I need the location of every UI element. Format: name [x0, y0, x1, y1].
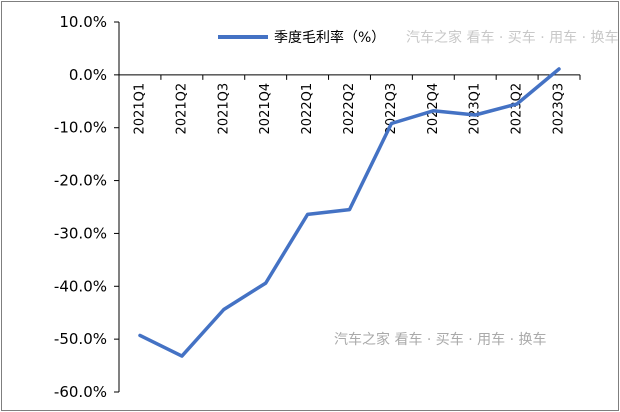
x-tick-label: 2022Q2 — [342, 83, 357, 135]
y-tick-label: -10.0% — [54, 119, 107, 137]
x-tick-label: 2021Q3 — [216, 83, 231, 135]
series-line — [138, 67, 561, 358]
x-tick-label: 2023Q2 — [510, 83, 525, 135]
y-tick-label: -40.0% — [54, 277, 107, 295]
x-tick-label: 2023Q1 — [468, 83, 483, 135]
y-tick-label: -30.0% — [54, 224, 107, 242]
y-tick-label: 0.0% — [69, 66, 107, 84]
legend-label: 季度毛利率（%） — [274, 29, 385, 46]
y-tick-label: 10.0% — [59, 13, 107, 31]
x-tick-label: 2021Q2 — [174, 83, 189, 135]
watermark-top: 汽车之家 看车 · 买车 · 用车 · 换车 — [406, 29, 619, 46]
y-tick-label: -20.0% — [54, 172, 107, 190]
x-tick-label: 2021Q1 — [132, 83, 147, 135]
y-axis: 10.0% 0.0% -10.0% -20.0% -30.0% -40.0% -50.0% -… — [54, 13, 120, 401]
x-tick-label: 2022Q1 — [300, 83, 315, 135]
watermark-bottom: 汽车之家 看车 · 买车 · 用车 · 换车 — [334, 331, 547, 348]
legend: 季度毛利率（%） — [218, 29, 385, 46]
x-tick-label: 2023Q3 — [552, 83, 567, 135]
y-tick-label: -60.0% — [54, 383, 107, 401]
x-tick-label: 2022Q4 — [426, 83, 441, 135]
x-tick-label: 2021Q4 — [258, 83, 273, 135]
series-layer — [138, 67, 561, 358]
y-tick-label: -50.0% — [54, 330, 107, 348]
